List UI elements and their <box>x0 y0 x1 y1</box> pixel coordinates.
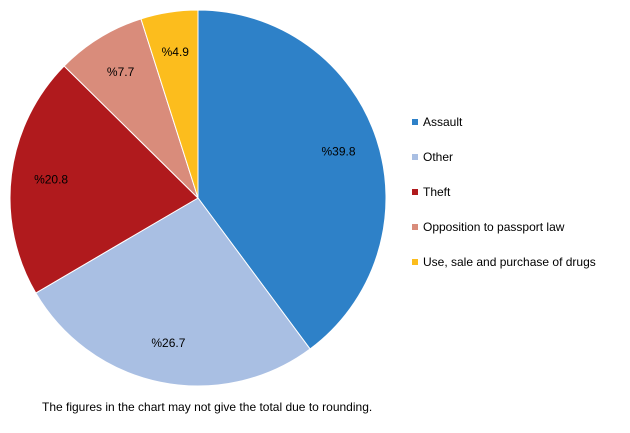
legend-item-use-sale-and-purchase-of-drugs: Use, sale and purchase of drugs <box>412 255 596 269</box>
legend-swatch-use-sale-and-purchase-of-drugs <box>412 259 418 265</box>
pie-slice-label-opposition-to-passport-law: %7.7 <box>107 65 135 79</box>
legend-label-theft: Theft <box>423 185 451 199</box>
legend-label-assault: Assault <box>423 115 463 129</box>
pie-slice-labels: %39.8 %26.7 %20.8 %7.7 %4.9 <box>34 45 356 350</box>
pie-slice-assault <box>197 9 387 350</box>
legend-swatch-assault <box>412 119 418 125</box>
legend-swatch-other <box>412 154 418 160</box>
pie-slice-use-sale-and-purchase-of-drugs <box>140 9 199 199</box>
legend: Assault Other Theft Opposition to passport … <box>412 115 596 269</box>
pie-slice-other <box>35 197 311 387</box>
legend-swatch-opposition-to-passport-law <box>412 224 418 230</box>
pie-slice-label-assault: %39.8 <box>321 145 355 159</box>
pie-slice-label-use-sale-and-purchase-of-drugs: %4.9 <box>162 45 190 59</box>
pie-slice-label-other: %26.7 <box>151 336 185 350</box>
legend-swatch-theft <box>412 189 418 195</box>
legend-item-opposition-to-passport-law: Opposition to passport law <box>412 220 565 234</box>
legend-label-use-sale-and-purchase-of-drugs: Use, sale and purchase of drugs <box>423 255 596 269</box>
legend-label-other: Other <box>423 150 453 164</box>
legend-label-opposition-to-passport-law: Opposition to passport law <box>423 220 565 234</box>
footnote: The figures in the chart may not give th… <box>42 400 373 414</box>
pie-slices <box>9 9 387 387</box>
pie-slice-theft <box>9 65 199 294</box>
legend-item-theft: Theft <box>412 185 451 199</box>
pie-slice-label-theft: %20.8 <box>34 173 68 187</box>
legend-item-other: Other <box>412 150 453 164</box>
legend-item-assault: Assault <box>412 115 463 129</box>
